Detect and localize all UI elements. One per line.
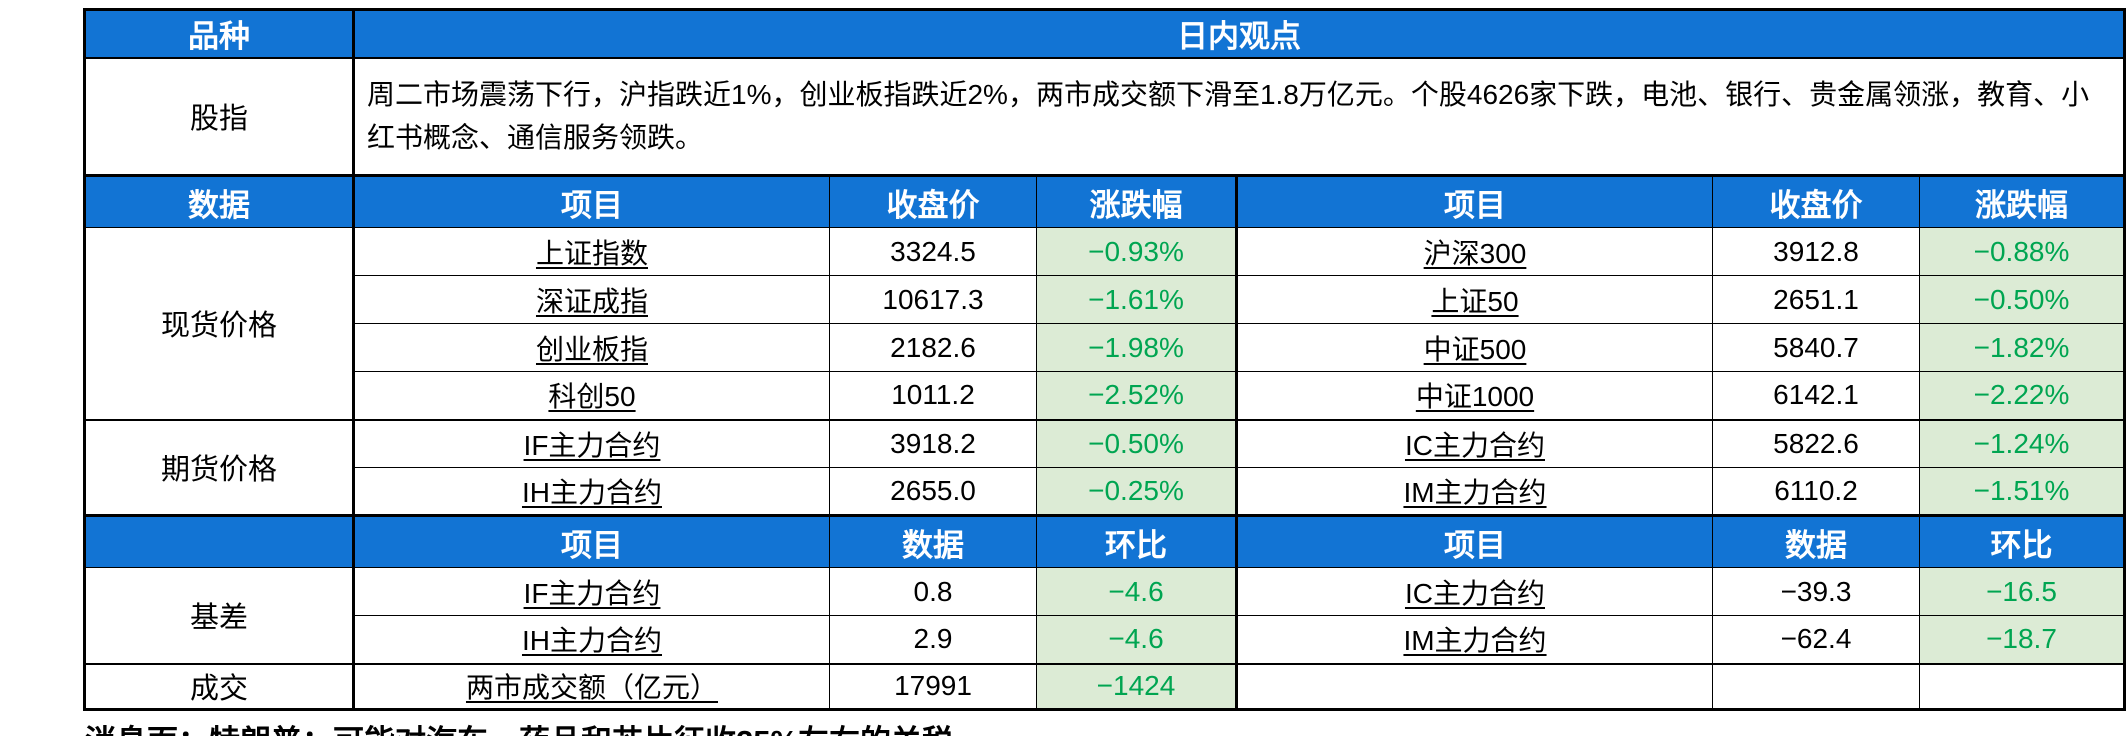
empty-cell	[1236, 662, 1713, 710]
close-cell: 2182.6	[829, 323, 1037, 372]
item-cell: 沪深300	[1236, 227, 1713, 276]
item-cell: IM主力合约	[1236, 467, 1713, 516]
item-cell: IF主力合约	[353, 418, 830, 468]
col-header-data: 数据	[84, 174, 355, 228]
row-label-futures-price: 期货价格	[84, 418, 355, 516]
item-cell: 上证50	[1236, 275, 1713, 324]
intraday-view-text: 周二市场震荡下行，沪指跌近1%，创业板指跌近2%，两市成交额下滑至1.8万亿元。…	[353, 56, 2125, 176]
change-cell: −0.50%	[1919, 275, 2125, 324]
item-cell: 科创50	[353, 371, 830, 420]
row-label-spot-price: 现货价格	[84, 227, 355, 420]
col-header-item-2b: 项目	[1236, 514, 1713, 568]
news-footer: 消息面：特朗普：可能对汽车、药品和芯片征收25%左右的关税。	[85, 716, 984, 736]
col-header-item-2: 项目	[1236, 174, 1713, 228]
col-header-close-2: 收盘价	[1712, 174, 1920, 228]
item-cell: 两市成交额（亿元）	[353, 662, 830, 710]
value-cell: 0.8	[829, 567, 1037, 616]
col-header-close-1: 收盘价	[829, 174, 1037, 228]
item-cell: IM主力合约	[1236, 615, 1713, 664]
close-cell: 3912.8	[1712, 227, 1920, 276]
value-cell: 17991	[829, 662, 1037, 710]
row-label-turnover: 成交	[84, 662, 355, 710]
row-label-equity-index: 股指	[84, 56, 355, 176]
col-header-intraday-view: 日内观点	[353, 9, 2125, 58]
delta-cell: −18.7	[1919, 615, 2125, 664]
change-cell: −0.50%	[1036, 418, 1238, 468]
col-header-mom-1b: 环比	[1036, 514, 1238, 568]
col-header-data-2b: 数据	[1712, 514, 1920, 568]
change-cell: −1.82%	[1919, 323, 2125, 372]
close-cell: 5822.6	[1712, 418, 1920, 468]
col-header-change-2: 涨跌幅	[1919, 174, 2125, 228]
close-cell: 3918.2	[829, 418, 1037, 468]
value-cell: −39.3	[1712, 567, 1920, 616]
close-cell: 1011.2	[829, 371, 1037, 420]
col-header-item-1b: 项目	[353, 514, 830, 568]
col-header-change-1: 涨跌幅	[1036, 174, 1238, 228]
empty-cell	[1712, 662, 1920, 710]
change-cell: −1.51%	[1919, 467, 2125, 516]
item-cell: 中证500	[1236, 323, 1713, 372]
close-cell: 6110.2	[1712, 467, 1920, 516]
value-cell: 2.9	[829, 615, 1037, 664]
close-cell: 2655.0	[829, 467, 1037, 516]
change-cell: −2.52%	[1036, 371, 1238, 420]
value-cell: −62.4	[1712, 615, 1920, 664]
item-cell: 创业板指	[353, 323, 830, 372]
item-cell: IC主力合约	[1236, 567, 1713, 616]
change-cell: −0.93%	[1036, 227, 1238, 276]
item-cell: IH主力合约	[353, 467, 830, 516]
change-cell: −0.88%	[1919, 227, 2125, 276]
col-header-item-1: 项目	[353, 174, 830, 228]
col-header-data-1b: 数据	[829, 514, 1037, 568]
close-cell: 10617.3	[829, 275, 1037, 324]
close-cell: 2651.1	[1712, 275, 1920, 324]
col-header-mom-2b: 环比	[1919, 514, 2125, 568]
close-cell: 6142.1	[1712, 371, 1920, 420]
empty-cell	[1919, 662, 2125, 710]
change-cell: −1.61%	[1036, 275, 1238, 324]
delta-cell: −4.6	[1036, 567, 1238, 616]
row-label-basis: 基差	[84, 567, 355, 664]
close-cell: 3324.5	[829, 227, 1037, 276]
change-cell: −1.98%	[1036, 323, 1238, 372]
daily-report-table: 品种 日内观点 股指 周二市场震荡下行，沪指跌近1%，创业板指跌近2%，两市成交…	[83, 8, 2126, 711]
empty-header-cell	[84, 514, 355, 568]
col-header-variety: 品种	[84, 9, 355, 58]
change-cell: −0.25%	[1036, 467, 1238, 516]
item-cell: 深证成指	[353, 275, 830, 324]
item-cell: IC主力合约	[1236, 418, 1713, 468]
item-cell: IF主力合约	[353, 567, 830, 616]
delta-cell: −1424	[1036, 662, 1238, 710]
delta-cell: −4.6	[1036, 615, 1238, 664]
change-cell: −1.24%	[1919, 418, 2125, 468]
item-cell: 上证指数	[353, 227, 830, 276]
delta-cell: −16.5	[1919, 567, 2125, 616]
close-cell: 5840.7	[1712, 323, 1920, 372]
item-cell: 中证1000	[1236, 371, 1713, 420]
change-cell: −2.22%	[1919, 371, 2125, 420]
item-cell: IH主力合约	[353, 615, 830, 664]
